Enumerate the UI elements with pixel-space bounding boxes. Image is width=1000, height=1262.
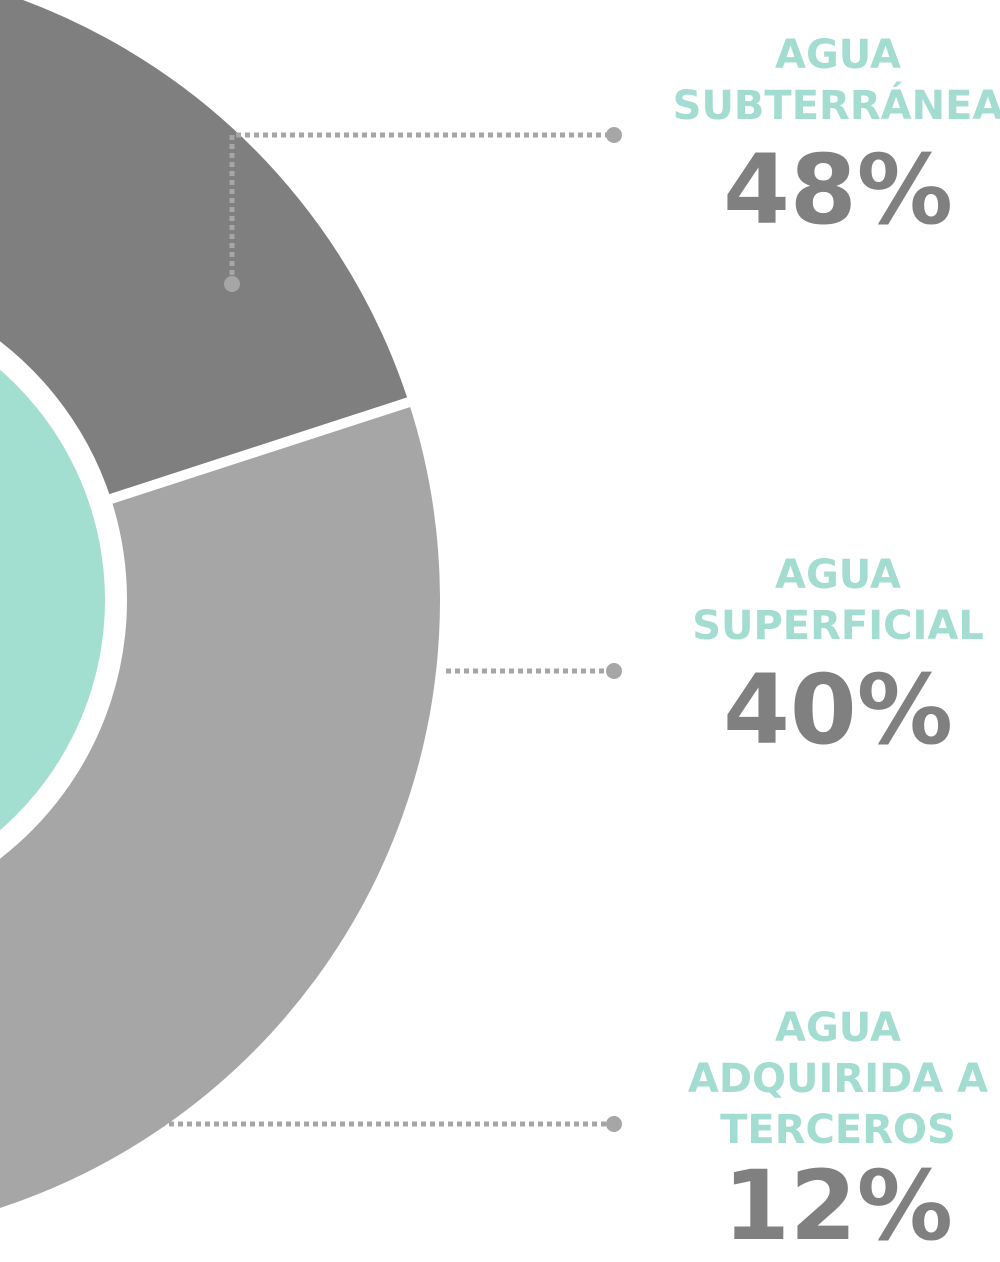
leader-lines [83,132,614,1127]
category-name: AGUA ADQUIRIDA A TERCEROS [687,1005,989,1153]
value-label: 40% [723,654,953,766]
leader-dot [606,1116,622,1132]
legend-label: AGUA SUBTERRÁNEA 48% [668,30,1000,240]
legend-label: AGUA SUPERFICIAL 40% [668,550,1000,760]
category-name: AGUA SUPERFICIAL [692,552,984,649]
legend-label: AGUA ADQUIRIDA A TERCEROS 12% [668,1003,1000,1256]
value-label: 12% [723,1150,953,1262]
donut-segment [0,394,450,1219]
leader-dot [224,276,240,292]
value-label: 48% [723,134,953,246]
leader-dot [606,663,622,679]
donut-segment [0,0,420,507]
category-name: AGUA SUBTERRÁNEA [672,32,1000,129]
leader-line [229,132,614,284]
donut-center [0,369,105,831]
leader-dot [606,127,622,143]
leader-dot [78,1028,94,1044]
leader-line [83,1036,614,1127]
leader-dots [78,127,622,1132]
donut [0,0,450,1219]
